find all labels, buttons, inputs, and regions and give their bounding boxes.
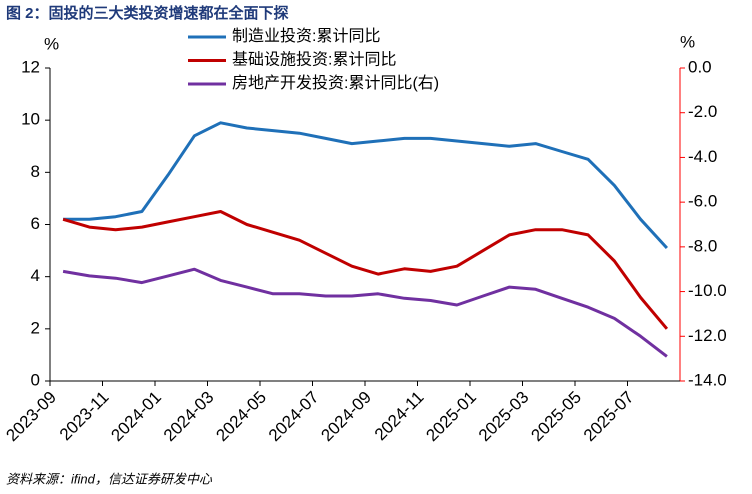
y2-tick-label: -4.0: [688, 147, 717, 166]
y-tick-label: 2: [31, 318, 40, 337]
x-tick-label: 2025-05: [527, 388, 585, 446]
x-tick-label: 2024-01: [107, 388, 165, 446]
x-tick-label: 2024-09: [317, 388, 375, 446]
source-note: 资料来源：ifind，信达证券研发中心: [6, 471, 213, 486]
y2-tick-label: -8.0: [688, 236, 717, 255]
y-tick-label: 8: [31, 162, 40, 181]
x-tick-label: 2024-03: [160, 388, 218, 446]
x-tick-label: 2025-03: [475, 388, 533, 446]
series-line: [62, 210, 669, 330]
y-tick-label: 6: [31, 214, 40, 233]
x-tick-label: 2025-01: [422, 388, 480, 446]
y2-tick-label: -2.0: [688, 102, 717, 121]
legend-label: 制造业投资:累计同比: [232, 27, 380, 45]
y2-unit: %: [680, 32, 695, 51]
x-tick-label: 2024-05: [212, 388, 270, 446]
x-tick-label: 2023-09: [2, 388, 60, 446]
y2-tick-label: -6.0: [688, 192, 717, 211]
y-tick-label: 10: [21, 110, 40, 129]
y-tick-label: 0: [31, 370, 40, 389]
y-unit: %: [44, 34, 59, 53]
x-tick-label: 2024-07: [265, 388, 323, 446]
y-tick-label: 4: [31, 266, 40, 285]
y2-tick-label: -14.0: [688, 370, 727, 389]
legend-label: 房地产开发投资:累计同比(右): [232, 74, 439, 92]
x-tick-label: 2025-07: [580, 388, 638, 446]
x-tick-label: 2023-11: [56, 388, 113, 445]
series-line: [62, 267, 668, 358]
x-tick-label: 2024-11: [371, 388, 428, 445]
y2-tick-label: -10.0: [688, 281, 727, 300]
y-tick-label: 12: [21, 57, 40, 76]
series-line: [63, 121, 669, 250]
legend-label: 基础设施投资:累计同比: [232, 51, 396, 69]
y2-tick-label: -12.0: [688, 326, 727, 345]
y2-tick-label: 0.0: [688, 57, 712, 76]
chart-title: 图 2：固投的三大类投资增速都在全面下探: [6, 4, 289, 22]
